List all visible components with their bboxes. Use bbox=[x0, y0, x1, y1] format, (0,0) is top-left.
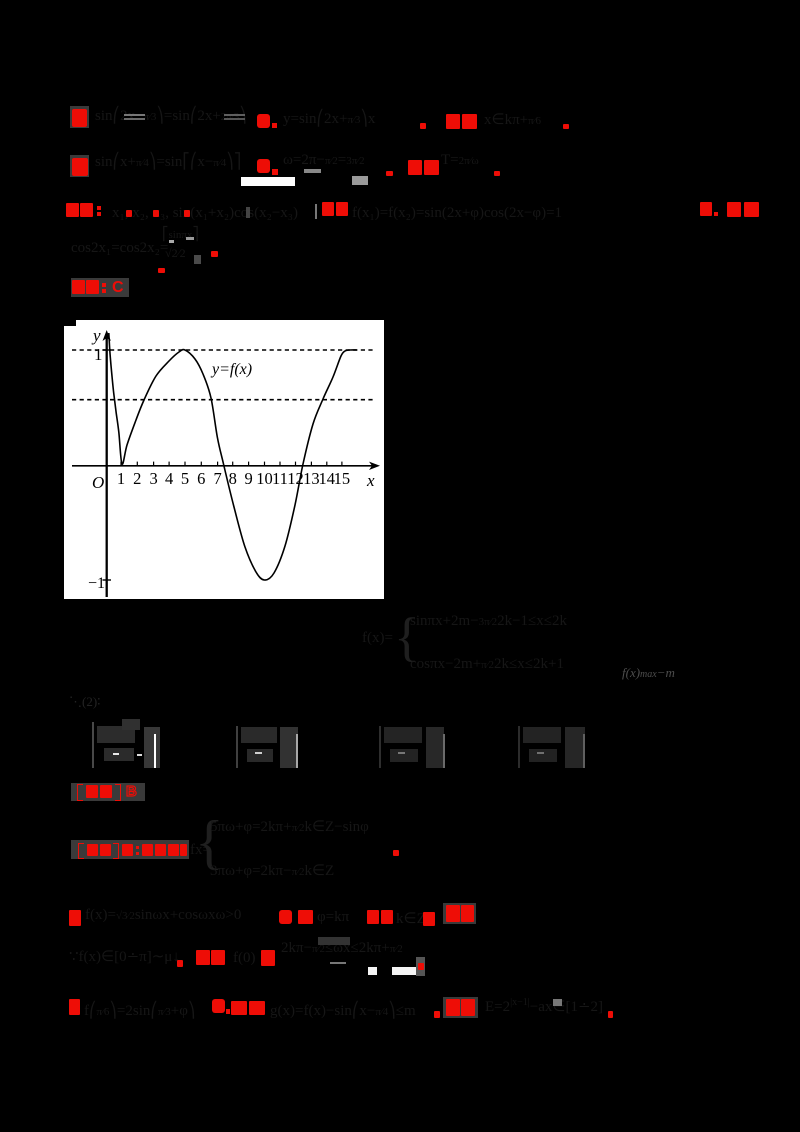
svg-text:−1: −1 bbox=[88, 575, 105, 592]
svg-text:11: 11 bbox=[272, 469, 288, 488]
svg-text:13: 13 bbox=[303, 469, 320, 488]
svg-text:y=f(x): y=f(x) bbox=[210, 361, 252, 378]
svg-text:6: 6 bbox=[197, 469, 205, 488]
svg-text:15: 15 bbox=[334, 469, 351, 488]
svg-text:x: x bbox=[366, 471, 375, 490]
svg-text:1: 1 bbox=[117, 469, 125, 488]
svg-text:2: 2 bbox=[133, 469, 141, 488]
svg-text:12: 12 bbox=[287, 469, 304, 488]
svg-text:y: y bbox=[91, 326, 101, 345]
svg-text:3: 3 bbox=[149, 469, 157, 488]
svg-text:4: 4 bbox=[165, 469, 173, 488]
svg-text:5: 5 bbox=[181, 469, 189, 488]
svg-text:1: 1 bbox=[94, 345, 103, 364]
svg-text:O: O bbox=[92, 473, 104, 492]
svg-text:8: 8 bbox=[229, 469, 237, 488]
svg-text:14: 14 bbox=[319, 469, 336, 488]
svg-text:9: 9 bbox=[244, 469, 252, 488]
svg-text:10: 10 bbox=[256, 469, 273, 488]
svg-text:7: 7 bbox=[213, 469, 221, 488]
